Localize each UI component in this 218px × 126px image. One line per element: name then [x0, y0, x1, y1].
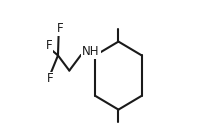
Text: F: F: [46, 39, 53, 53]
Text: F: F: [47, 72, 53, 85]
Text: NH: NH: [82, 44, 99, 58]
Text: F: F: [57, 22, 64, 36]
